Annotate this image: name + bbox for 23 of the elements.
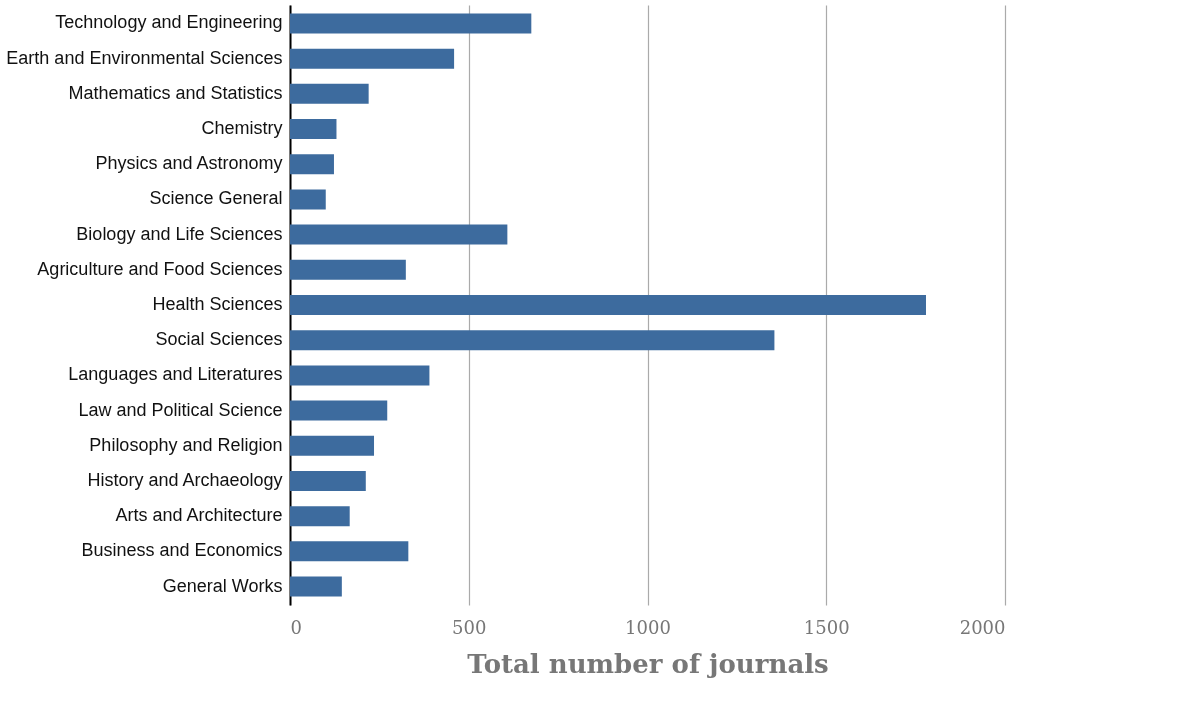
y-tick-label: General Works (162, 575, 283, 596)
y-tick-label: Technology and Engineering (55, 12, 283, 33)
x-tick-label: 0 (290, 616, 302, 638)
x-tick-label: 1500 (803, 616, 850, 638)
x-axis-title: Total number of journals (467, 648, 829, 679)
y-tick-label: Chemistry (201, 118, 283, 139)
y-tick-label: Health Sciences (152, 294, 283, 314)
y-tick-label: Business and Economics (81, 540, 283, 561)
x-tick-label: 500 (452, 616, 487, 638)
y-tick-label: Physics and Astronomy (95, 153, 283, 174)
y-tick-label: Biology and Life Sciences (76, 223, 283, 244)
y-tick-label: Social Sciences (155, 329, 283, 350)
y-tick-label: Arts and Architecture (115, 505, 283, 526)
x-tick-label: 2000 (959, 616, 1006, 638)
y-tick-label: Languages and Literatures (68, 364, 283, 385)
y-tick-label: Earth and Environmental Sciences (6, 47, 283, 68)
x-tick-label: 1000 (625, 616, 671, 638)
y-tick-label: Mathematics and Statistics (68, 82, 283, 103)
y-tick-label: Philosophy and Religion (89, 434, 283, 455)
y-tick-label: Agriculture and Food Sciences (37, 258, 283, 279)
y-tick-label: Law and Political Science (78, 399, 283, 420)
y-tick-label: Science General (149, 188, 283, 209)
y-tick-label: History and Archaeology (87, 469, 283, 490)
